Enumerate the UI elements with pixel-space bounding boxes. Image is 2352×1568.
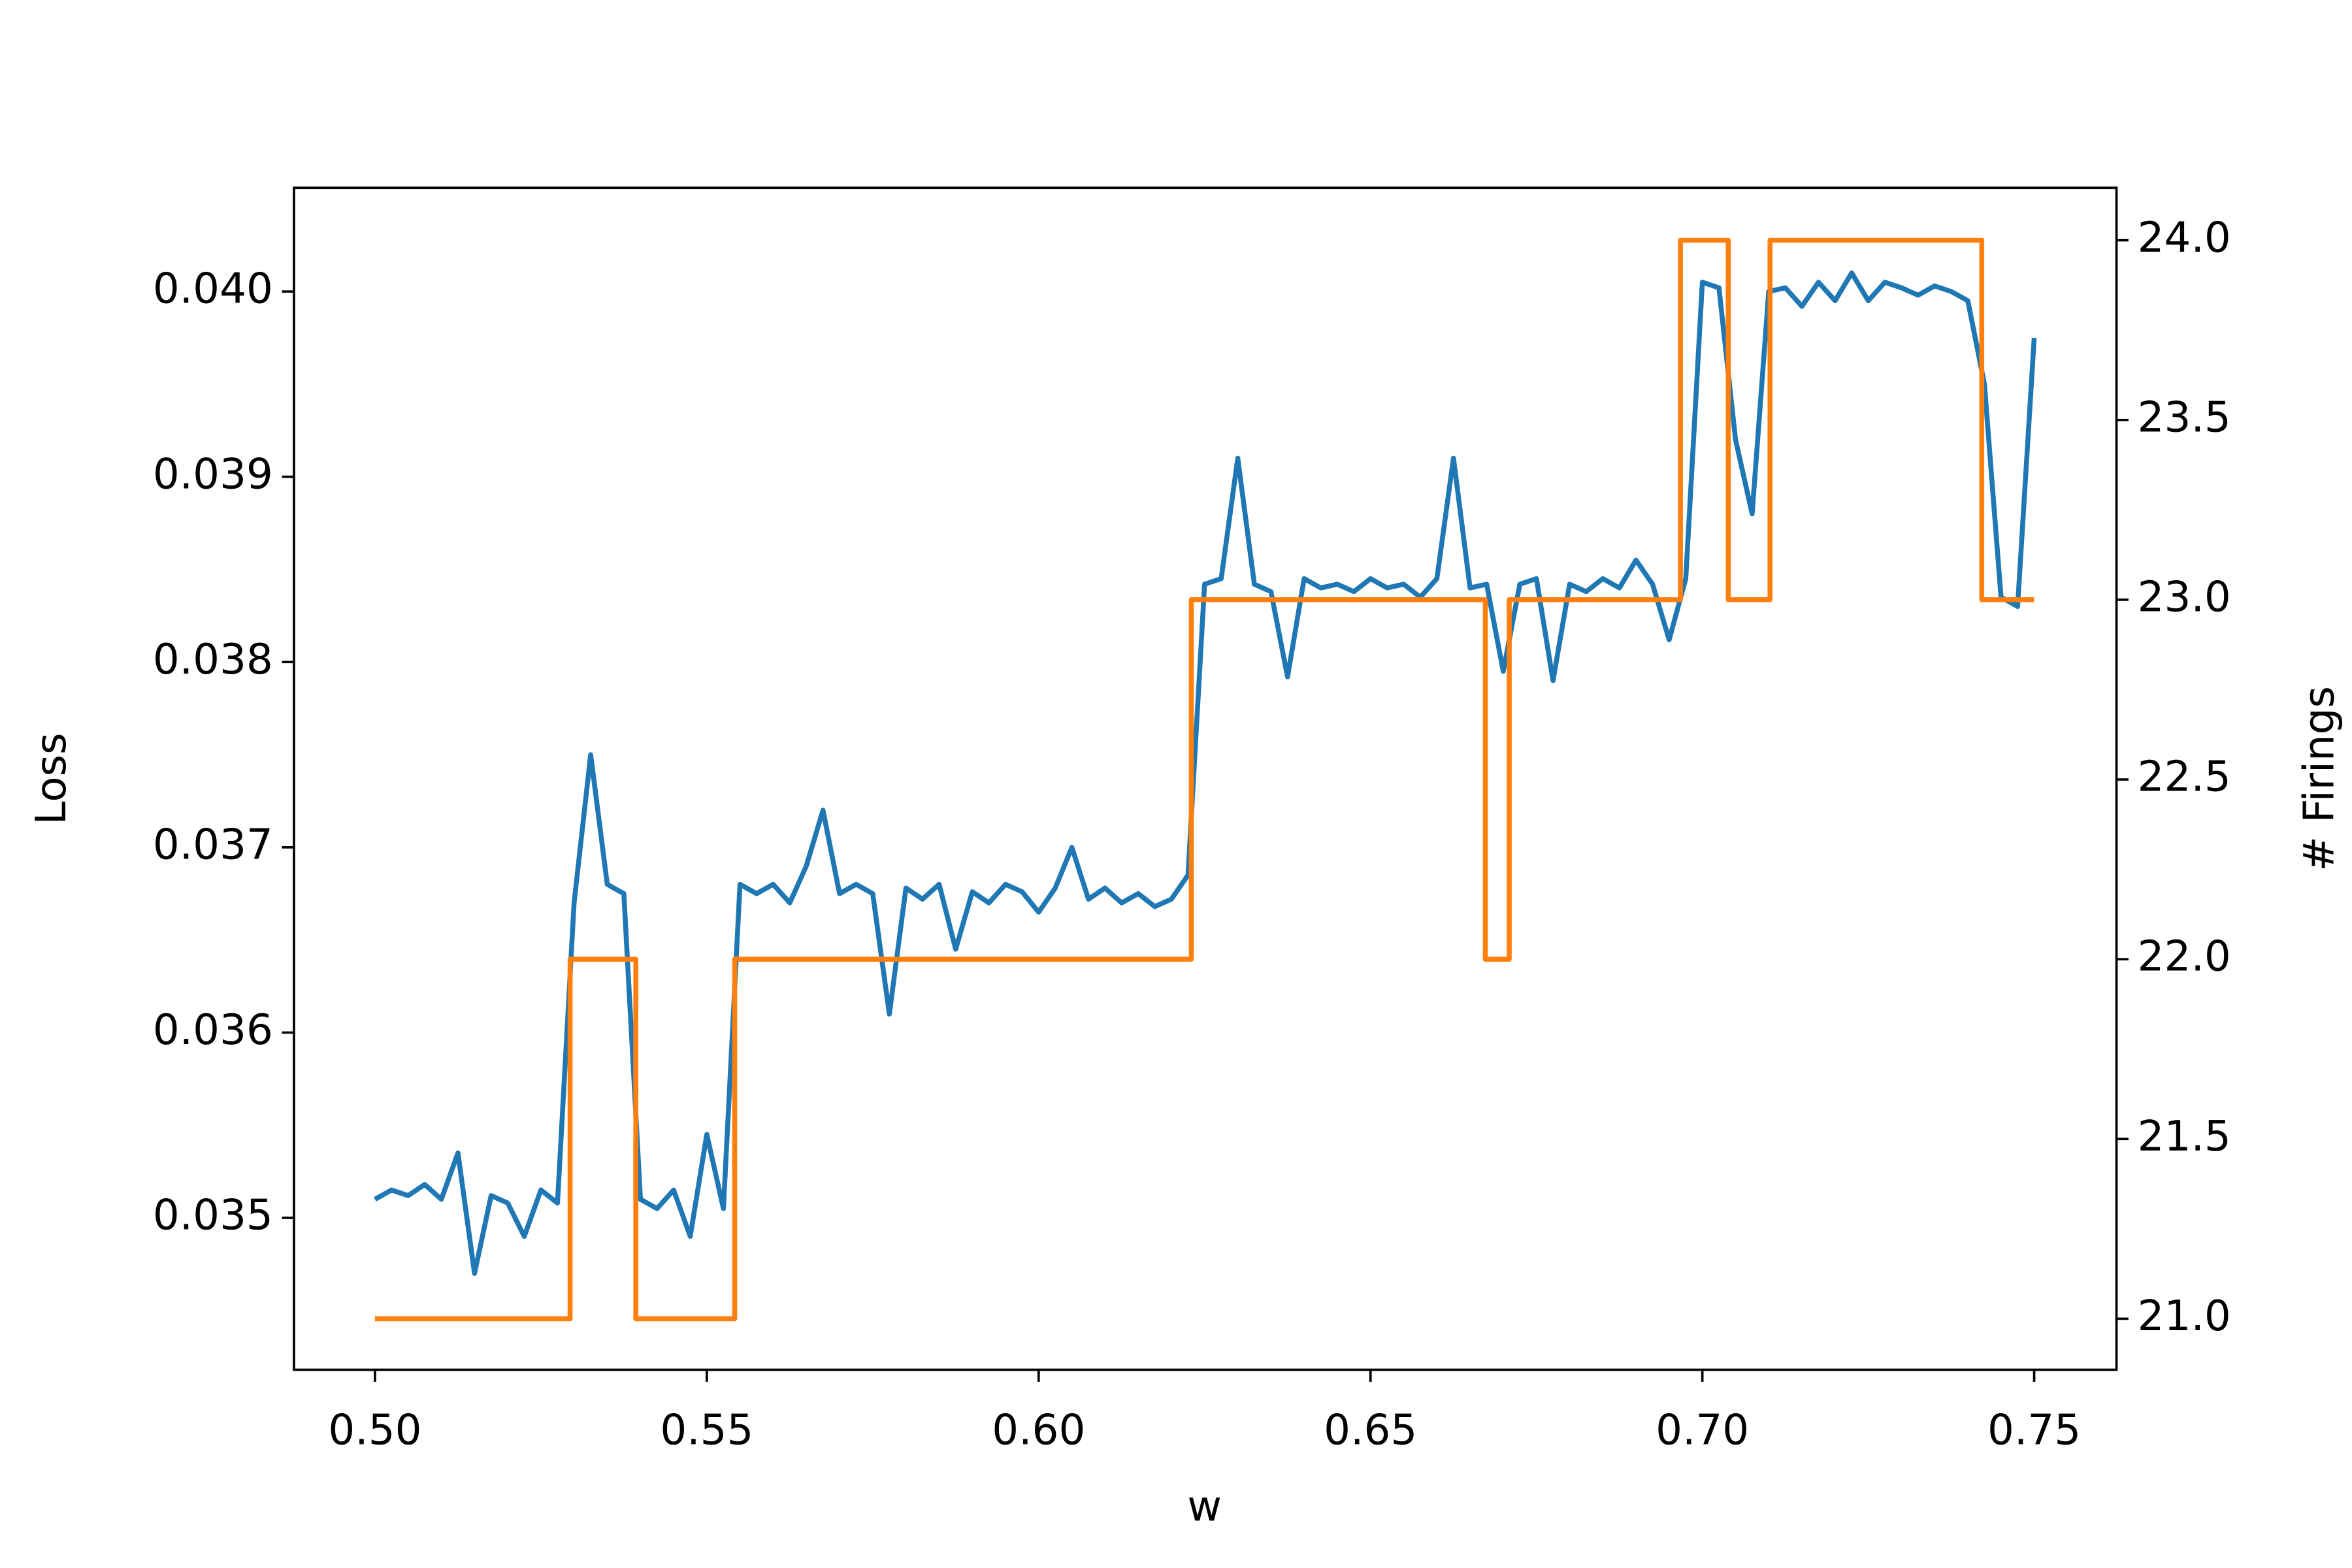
plot-frame xyxy=(293,186,2118,1371)
y-tick-label: 0.039 xyxy=(153,449,273,498)
series-line xyxy=(374,270,2037,1276)
y2-tick-label: 24.0 xyxy=(2138,213,2231,262)
y-axis-label: Loss xyxy=(27,732,76,825)
y-tick-label: 0.036 xyxy=(153,1005,273,1054)
x-tick-label: 0.60 xyxy=(992,1406,1085,1455)
x-tick-label: 0.65 xyxy=(1324,1406,1417,1455)
y2-axis-label: # Firings xyxy=(2295,686,2344,872)
x-tick-label: 0.70 xyxy=(1656,1406,1749,1455)
x-tick-label: 0.75 xyxy=(1987,1406,2081,1455)
y-tick-label: 0.037 xyxy=(153,820,273,869)
y2-tick-label: 23.0 xyxy=(2138,573,2231,622)
y2-tick-label: 22.0 xyxy=(2138,932,2231,981)
x-tick-label: 0.50 xyxy=(328,1406,421,1455)
series-line xyxy=(374,237,2034,1322)
x-axis-label: w xyxy=(1187,1482,1222,1531)
y-tick-label: 0.035 xyxy=(153,1191,273,1240)
x-tick-label: 0.55 xyxy=(660,1406,753,1455)
y2-tick-label: 22.5 xyxy=(2138,753,2231,802)
y2-tick-label: 21.0 xyxy=(2138,1292,2231,1341)
y2-tick-label: 21.5 xyxy=(2138,1112,2231,1161)
y-tick-label: 0.040 xyxy=(153,265,273,314)
y-tick-label: 0.038 xyxy=(153,635,273,684)
y2-tick-label: 23.5 xyxy=(2138,393,2231,442)
